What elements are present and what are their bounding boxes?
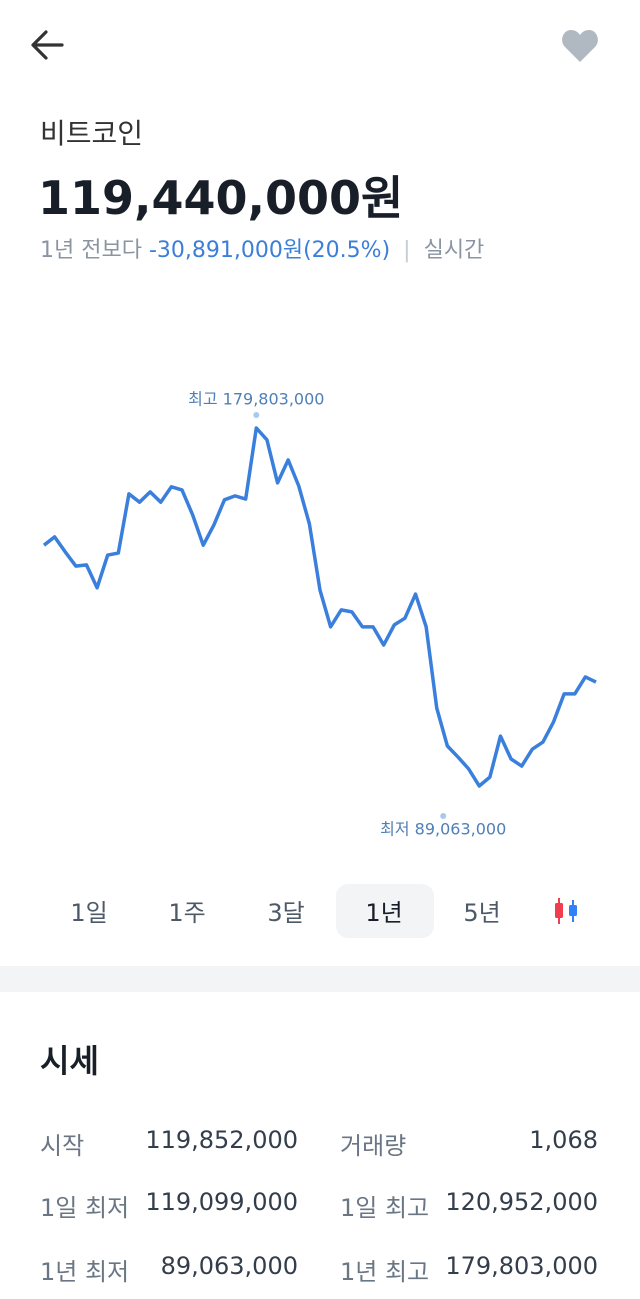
section-title: 시세 — [40, 1042, 99, 1080]
candle-toggle[interactable] — [552, 896, 582, 926]
stat-label: 거래량 — [340, 1132, 407, 1160]
period-tab[interactable]: 1주 — [168, 899, 206, 927]
stat-value: 89,063,000 — [160, 1252, 298, 1280]
price-line — [42, 426, 597, 788]
change-value: -30,891,000원(20.5%) — [148, 238, 391, 263]
divider — [0, 966, 640, 992]
back-button[interactable] — [28, 28, 68, 62]
favorite-button[interactable] — [560, 28, 600, 64]
period-tab[interactable]: 1년 — [365, 899, 403, 927]
selected-tab-bg — [336, 884, 434, 938]
low-dot — [440, 812, 447, 819]
stat-value: 119,852,000 — [145, 1126, 298, 1154]
stat-value: 120,952,000 — [445, 1188, 598, 1216]
stat-label: 1일 최저 — [40, 1194, 130, 1222]
separator: | — [403, 238, 411, 263]
stat-value: 119,099,000 — [145, 1188, 298, 1216]
price: 119,440,000원 — [38, 171, 404, 225]
stat-value: 1,068 — [529, 1126, 598, 1154]
period-tab[interactable]: 3달 — [267, 899, 305, 927]
period-tab[interactable]: 1일 — [70, 899, 108, 927]
realtime: 실시간 — [423, 238, 485, 263]
high-dot — [253, 412, 260, 419]
stat-value: 179,803,000 — [445, 1252, 598, 1280]
change-prefix: 1년 전보다 — [40, 238, 142, 263]
period-tab[interactable]: 5년 — [463, 899, 501, 927]
stat-label: 1년 최고 — [340, 1258, 430, 1286]
high-label: 최고 179,803,000 — [188, 390, 324, 409]
coin-name: 비트코인 — [40, 117, 144, 150]
change-line: 1년 전보다 -30,891,000원(20.5%) | 실시간 — [40, 232, 484, 264]
stat-label: 시작 — [40, 1132, 85, 1160]
low-label: 최저 89,063,000 — [380, 819, 506, 838]
stat-label: 1년 최저 — [40, 1258, 130, 1286]
stat-label: 1일 최고 — [340, 1194, 430, 1222]
price-chart: 최고 179,803,000 최저 89,063,000 — [42, 390, 597, 838]
